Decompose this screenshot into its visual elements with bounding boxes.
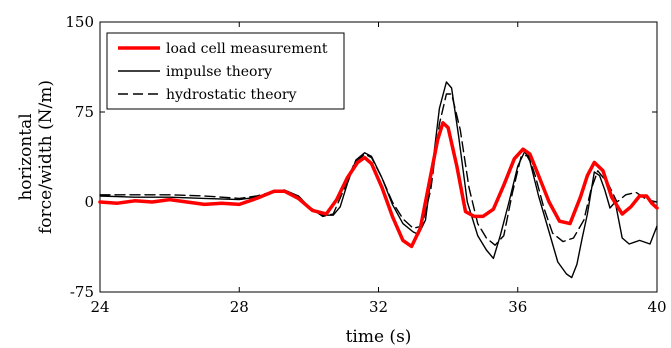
y-tick-label: 75 (75, 103, 94, 121)
y-tick-label: 0 (84, 193, 94, 211)
legend: load cell measurement impulse theory hyd… (106, 32, 345, 110)
x-tick-label: 32 (369, 298, 388, 316)
y-tick-label: 150 (65, 13, 94, 31)
legend-label-impulse: impulse theory (166, 64, 272, 80)
y-axis-title: horizontal force/width (N/m) (16, 80, 56, 234)
series-line-load-cell-measurement (98, 121, 659, 249)
x-tick-label: 40 (647, 298, 666, 316)
y-tick-label: -75 (70, 283, 94, 301)
legend-label-load-cell: load cell measurement (166, 41, 328, 57)
x-tick-label: 28 (230, 298, 249, 316)
legend-label-hydrostatic: hydrostatic theory (166, 87, 297, 103)
y-axis-title-line-1: horizontal (16, 113, 36, 200)
axis-tick-labels: 24 28 32 36 40 -75 0 75 150 (65, 13, 666, 316)
x-tick-label: 36 (508, 298, 527, 316)
y-axis-title-line-2: force/width (N/m) (36, 80, 56, 234)
x-axis-title: time (s) (346, 327, 412, 347)
series-lines (98, 81, 659, 279)
x-tick-label: 24 (90, 298, 109, 316)
